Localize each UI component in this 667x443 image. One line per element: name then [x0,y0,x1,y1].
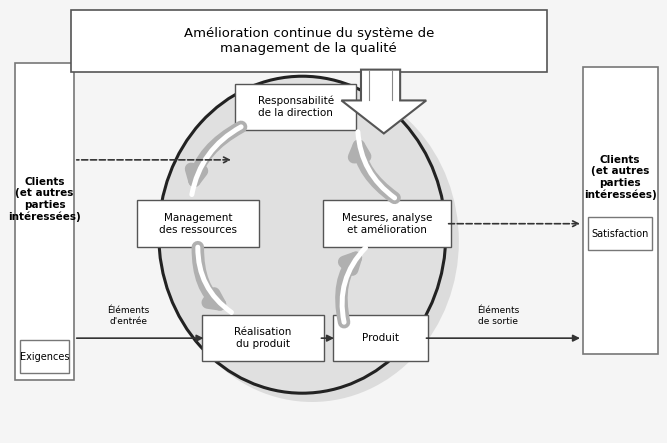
FancyBboxPatch shape [71,10,547,72]
FancyBboxPatch shape [137,200,259,247]
FancyBboxPatch shape [245,90,356,130]
Ellipse shape [159,76,446,393]
Text: Mesures, analyse
et amélioration: Mesures, analyse et amélioration [342,213,432,234]
FancyBboxPatch shape [343,322,428,361]
FancyBboxPatch shape [212,322,323,361]
Text: Éléments
de sortie: Éléments de sortie [477,307,519,326]
Text: Exigences: Exigences [20,352,69,361]
FancyBboxPatch shape [588,217,652,250]
Text: Amélioration continue du système de
management de la qualité: Amélioration continue du système de mana… [183,27,434,55]
FancyBboxPatch shape [333,207,450,247]
FancyBboxPatch shape [147,207,258,247]
Text: Management
des ressources: Management des ressources [159,213,237,234]
FancyBboxPatch shape [323,200,451,247]
Text: Réalisation
du produit: Réalisation du produit [234,327,291,349]
Text: Satisfaction: Satisfaction [592,229,649,239]
Polygon shape [342,70,426,133]
FancyBboxPatch shape [583,67,658,354]
FancyBboxPatch shape [333,315,428,361]
FancyBboxPatch shape [203,315,323,361]
Text: Clients
(et autres
parties
intéressées): Clients (et autres parties intéressées) [8,177,81,222]
FancyBboxPatch shape [15,63,74,380]
FancyBboxPatch shape [20,340,69,373]
FancyBboxPatch shape [235,84,356,130]
Ellipse shape [165,81,459,402]
Text: Clients
(et autres
parties
intéressées): Clients (et autres parties intéressées) [584,155,656,200]
Text: Éléments
d'entrée: Éléments d'entrée [107,307,149,326]
Text: Produit: Produit [362,333,399,343]
Text: Responsabilité
de la direction: Responsabilité de la direction [257,96,334,118]
